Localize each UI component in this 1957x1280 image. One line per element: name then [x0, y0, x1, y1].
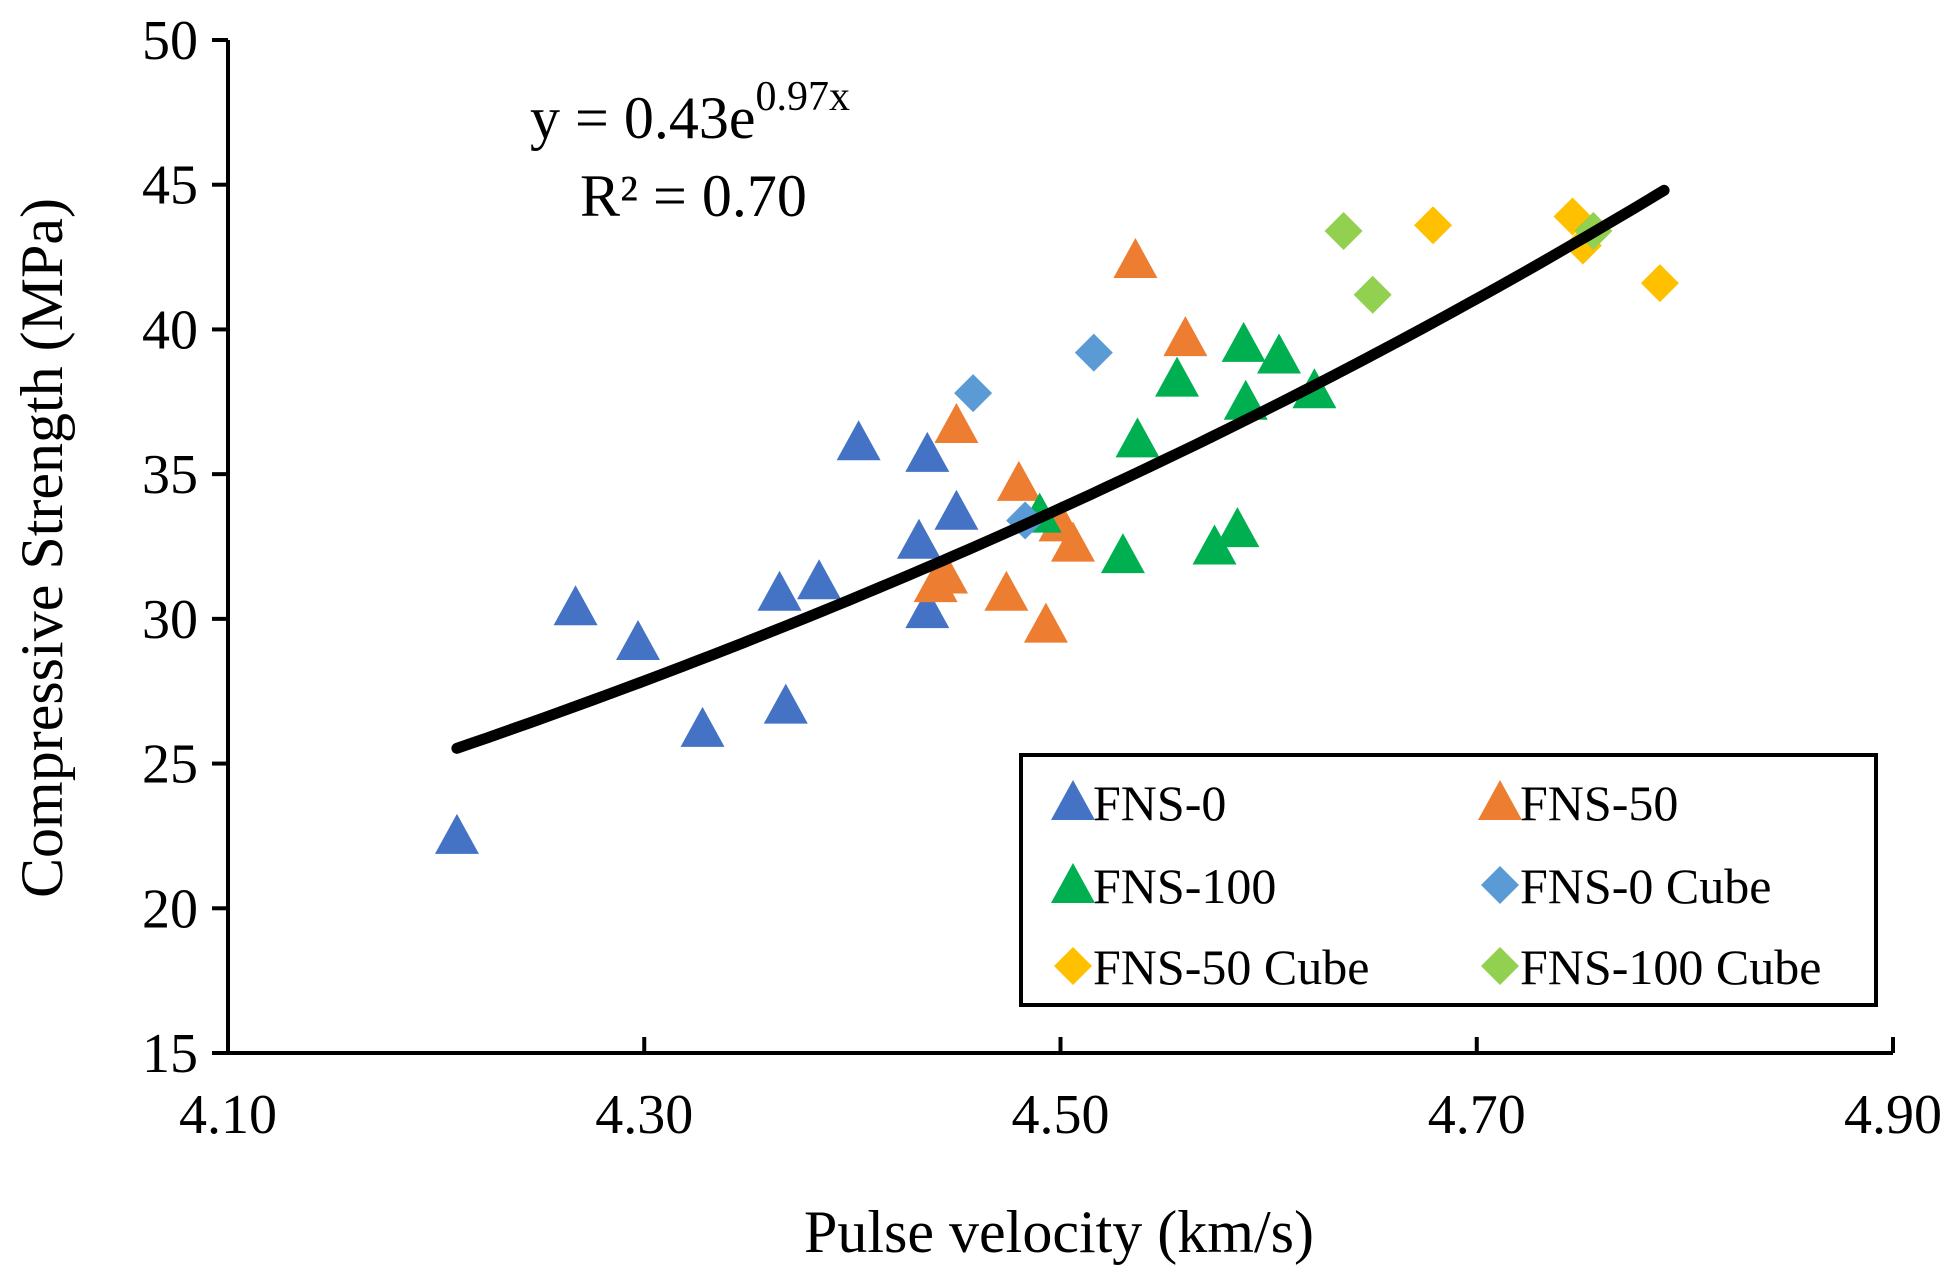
- data-point-fns-100-cube: [1353, 275, 1392, 314]
- legend-label-fns-50-cube: FNS-50 Cube: [1093, 939, 1369, 995]
- x-tick-label: 4.50: [1012, 1084, 1110, 1146]
- data-point-fns-0: [896, 518, 941, 559]
- data-point-fns-50: [1163, 316, 1208, 357]
- y-tick-label: 20: [142, 878, 198, 940]
- data-point-fns-50: [1050, 521, 1095, 562]
- legend-marker-fns-50: [1478, 780, 1522, 820]
- trendline-r-squared: R² = 0.70: [580, 163, 807, 229]
- trendline-equation: y = 0.43e0.97x: [530, 74, 850, 151]
- data-point-fns-0: [434, 813, 479, 854]
- legend: FNS-0 FNS-50 FNS-100 FNS-0 Cube FNS-50 Cube F…: [1019, 753, 1878, 1007]
- data-point-fns-50: [924, 553, 969, 594]
- series-layer: [434, 197, 1679, 854]
- data-point-fns-100: [1221, 321, 1266, 362]
- x-tick-label: 4.90: [1844, 1084, 1942, 1146]
- legend-marker-fns-100: [1051, 863, 1095, 903]
- data-point-fns-50: [934, 402, 979, 443]
- data-point-fns-0: [616, 620, 661, 661]
- series-fns-0: [434, 420, 979, 854]
- data-point-fns-0: [934, 489, 979, 530]
- data-point-fns-50: [1113, 237, 1158, 278]
- trendline-exponent: 0.97x: [755, 74, 850, 120]
- data-point-fns-0: [763, 683, 808, 724]
- data-point-fns-0: [836, 420, 881, 461]
- data-point-fns-50-cube: [1640, 264, 1679, 303]
- legend-marker-fns-50-cube: [1054, 947, 1092, 985]
- data-point-fns-0: [797, 559, 842, 600]
- data-point-fns-0: [553, 585, 598, 626]
- legend-label-fns-50: FNS-50: [1520, 775, 1678, 831]
- series-fns-50: [913, 237, 1208, 643]
- legend-label-fns-0: FNS-0: [1093, 775, 1226, 831]
- legend-label-fns-0-cube: FNS-0 Cube: [1520, 858, 1771, 914]
- y-tick-label: 40: [142, 299, 198, 361]
- y-tick-label: 35: [142, 444, 198, 506]
- legend-marker-fns-100-cube: [1481, 947, 1519, 985]
- data-point-fns-100: [1100, 533, 1145, 574]
- x-tick-label: 4.30: [595, 1084, 693, 1146]
- data-point-fns-0-cube: [954, 374, 993, 413]
- y-ticks: 15 20 25 30 35 40 45 50: [142, 10, 228, 1085]
- data-point-fns-0: [905, 588, 950, 629]
- trendline-curve: [451, 184, 1670, 754]
- data-point-fns-100: [1215, 507, 1260, 548]
- series-fns-50-cube: [1414, 197, 1679, 303]
- data-point-fns-50: [1023, 602, 1068, 643]
- data-point-fns-100: [1192, 524, 1237, 565]
- y-axis-title: Compressive Strength (MPa): [9, 198, 75, 898]
- x-tick-label: 4.70: [1428, 1084, 1526, 1146]
- x-axis-title: Pulse velocity (km/s): [804, 1199, 1314, 1265]
- data-point-fns-100: [1257, 333, 1302, 374]
- data-point-fns-0: [680, 706, 725, 747]
- trend-layer: [451, 184, 1670, 754]
- data-point-fns-50: [984, 570, 1029, 611]
- x-tick-label: 4.10: [179, 1084, 277, 1146]
- legend-label-fns-100-cube: FNS-100 Cube: [1520, 939, 1821, 995]
- legend-frame: [1019, 753, 1878, 1007]
- data-point-fns-0: [905, 431, 950, 472]
- y-tick-label: 30: [142, 589, 198, 651]
- data-point-fns-100: [1115, 417, 1160, 458]
- x-ticks: 4.10 4.30 4.50 4.70 4.90: [179, 1037, 1942, 1146]
- legend-marker-fns-0: [1051, 780, 1095, 820]
- y-tick-label: 50: [142, 10, 198, 72]
- data-point-fns-100-cube: [1324, 212, 1363, 251]
- legend-label-fns-100: FNS-100: [1093, 858, 1276, 914]
- y-tick-label: 25: [142, 734, 198, 796]
- data-point-fns-50-cube: [1414, 206, 1453, 245]
- y-tick-label: 45: [142, 155, 198, 217]
- data-point-fns-0-cube: [1074, 333, 1113, 372]
- data-point-fns-100: [1155, 356, 1200, 397]
- y-tick-label: 15: [142, 1023, 198, 1085]
- data-point-fns-50: [996, 460, 1041, 501]
- data-point-fns-0: [757, 570, 802, 611]
- legend-marker-fns-0-cube: [1481, 866, 1519, 904]
